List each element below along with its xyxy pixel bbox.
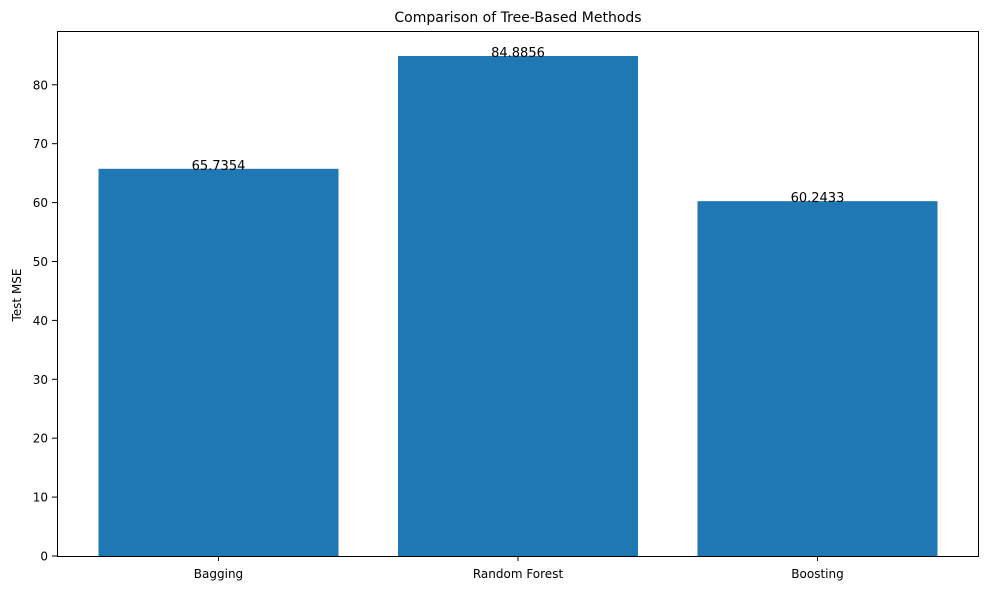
- y-tick-label: 0: [40, 550, 48, 564]
- value-labels-layer: 65.7354 84.8856 60.2433: [192, 46, 845, 206]
- y-tick-label: 40: [33, 314, 48, 328]
- y-tick-label: 30: [33, 373, 48, 387]
- y-axis-label: Test MSE: [10, 269, 24, 323]
- y-tick-label: 80: [33, 78, 48, 92]
- bar-bagging: [98, 168, 339, 556]
- chart-title: Comparison of Tree-Based Methods: [394, 10, 641, 26]
- x-tick-label: Random Forest: [473, 567, 564, 581]
- bar-value-label: 65.7354: [192, 159, 246, 174]
- y-tick-label: 20: [33, 432, 48, 446]
- bar-boosting: [697, 201, 938, 556]
- y-tick-label: 60: [33, 196, 48, 210]
- bar-value-label: 84.8856: [491, 46, 545, 61]
- x-tick-label: Boosting: [791, 567, 843, 581]
- x-axis-ticks: Bagging Random Forest Boosting: [194, 556, 844, 581]
- y-tick-label: 70: [33, 137, 48, 151]
- bar-random-forest: [398, 56, 638, 556]
- bar-value-label: 60.2433: [791, 191, 845, 206]
- x-tick-label: Bagging: [194, 567, 243, 581]
- y-tick-label: 10: [33, 491, 48, 505]
- y-axis-ticks: 0 10 20 30 40 50 60 70 80: [33, 78, 57, 564]
- bars-layer: [98, 56, 938, 556]
- plot-frame: [57, 31, 979, 557]
- y-tick-label: 50: [33, 255, 48, 269]
